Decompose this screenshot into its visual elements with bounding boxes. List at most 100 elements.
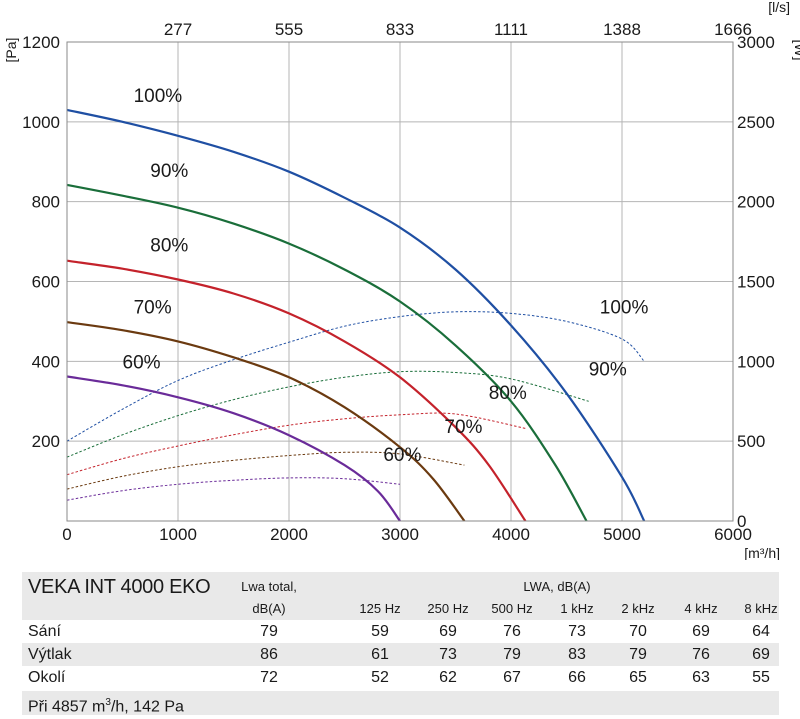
product-title: VEKA INT 4000 EKO bbox=[28, 576, 211, 598]
y2-tick-label: 2500 bbox=[737, 113, 775, 132]
pressure-curve-100pct bbox=[66, 108, 646, 522]
y2-tick-label: 2000 bbox=[737, 193, 775, 212]
band-value-cell: 64 bbox=[752, 623, 770, 640]
lwa-total-header-line1: Lwa total, bbox=[241, 579, 297, 594]
x2-tick-label: 833 bbox=[386, 20, 414, 39]
row-label: Okolí bbox=[28, 669, 66, 686]
band-value-cell: 67 bbox=[503, 669, 521, 686]
band-header: 4 kHz bbox=[684, 601, 718, 616]
band-header: 2 kHz bbox=[621, 601, 655, 616]
pressure-curve-70pct bbox=[66, 321, 466, 522]
plot-frame bbox=[66, 41, 734, 522]
x-tick-label: 1000 bbox=[159, 525, 197, 544]
row-label: Sání bbox=[28, 623, 61, 640]
band-value-cell: 79 bbox=[503, 646, 521, 663]
x-tick-label: 2000 bbox=[270, 525, 308, 544]
curve-label-100pct: 100% bbox=[134, 86, 183, 107]
curve-label-100pct: 100% bbox=[600, 297, 649, 318]
band-value-cell: 73 bbox=[568, 623, 586, 640]
x2-tick-label: 555 bbox=[275, 20, 303, 39]
curve-label-60pct: 60% bbox=[383, 445, 421, 466]
pressure-curve-60pct bbox=[66, 375, 401, 522]
curve-label-60pct: 60% bbox=[123, 353, 161, 374]
power-curve-60pct bbox=[66, 477, 401, 501]
curve-label-80pct: 80% bbox=[489, 383, 527, 404]
y-tick-label: 800 bbox=[32, 193, 60, 212]
x2-tick-label: 1111 bbox=[494, 20, 528, 39]
power-curve-70pct bbox=[66, 451, 465, 490]
band-value-cell: 69 bbox=[439, 623, 457, 640]
pressure-curve-90pct bbox=[66, 183, 588, 522]
band-value-cell: 83 bbox=[568, 646, 586, 663]
lwa-total-cell: 79 bbox=[260, 623, 278, 640]
lwa-total-cell: 72 bbox=[260, 669, 278, 686]
band-header: 125 Hz bbox=[359, 601, 401, 616]
table-header-row-2: dB(A) 125 Hz 250 Hz 500 Hz 1 kHz 2 kHz 4 kHz 8… bbox=[22, 598, 779, 620]
grid bbox=[67, 42, 733, 521]
x-axis-unit: [m³/h] bbox=[744, 545, 780, 560]
curve-labels: 100% 90% 80% 70% 60% 100% 90% 80% 70% 60% bbox=[123, 86, 649, 466]
y2-tick-label: 0 bbox=[737, 512, 746, 531]
table-row: Okolí 72 52 62 67 66 65 63 55 bbox=[22, 666, 779, 689]
lwa-total-cell: 86 bbox=[260, 646, 278, 663]
table-row: Sání 79 59 69 76 73 70 69 64 bbox=[22, 620, 779, 643]
lwa-total-header-line2: dB(A) bbox=[252, 601, 286, 616]
band-header: 250 Hz bbox=[427, 601, 469, 616]
power-curve-80pct bbox=[66, 412, 526, 476]
curve-label-70pct: 70% bbox=[444, 417, 482, 438]
band-header: 8 kHz bbox=[744, 601, 778, 616]
curve-label-90pct: 90% bbox=[150, 161, 188, 182]
band-value-cell: 79 bbox=[629, 646, 647, 663]
y2-tick-label: 1500 bbox=[737, 273, 775, 292]
pressure-curves bbox=[66, 108, 646, 522]
y-tick-label: 200 bbox=[32, 432, 60, 451]
x2-axis-unit: [l/s] bbox=[768, 0, 790, 15]
band-header: 500 Hz bbox=[491, 601, 533, 616]
band-header: 1 kHz bbox=[560, 601, 594, 616]
band-value-cell: 73 bbox=[439, 646, 457, 663]
x-tick-label: 6000 bbox=[714, 525, 752, 544]
y2-tick-label: 500 bbox=[737, 432, 765, 451]
band-value-cell: 66 bbox=[568, 669, 586, 686]
x-tick-label: 4000 bbox=[492, 525, 530, 544]
y-tick-label: 400 bbox=[32, 352, 60, 371]
band-value-cell: 63 bbox=[692, 669, 710, 686]
band-value-cell: 70 bbox=[629, 623, 647, 640]
table-footer-row: Při 4857 m3/h, 142 Pa bbox=[22, 691, 779, 715]
band-value-cell: 55 bbox=[752, 669, 770, 686]
table-header-row-1: VEKA INT 4000 EKO Lwa total, LWA, dB(A) bbox=[22, 572, 779, 598]
x-tick-label: 0 bbox=[62, 525, 71, 544]
y-tick-label: 1000 bbox=[22, 113, 60, 132]
band-value-cell: 69 bbox=[752, 646, 770, 663]
x-tick-label: 5000 bbox=[603, 525, 641, 544]
y-tick-label: 600 bbox=[32, 273, 60, 292]
band-value-cell: 61 bbox=[371, 646, 389, 663]
table-row: Výtlak 86 61 73 79 83 79 76 69 bbox=[22, 643, 779, 666]
band-value-cell: 59 bbox=[371, 623, 389, 640]
curve-label-70pct: 70% bbox=[134, 297, 172, 318]
y-axis-unit: [Pa] bbox=[3, 38, 19, 63]
band-value-cell: 52 bbox=[371, 669, 389, 686]
curve-label-90pct: 90% bbox=[589, 359, 627, 380]
band-value-cell: 62 bbox=[439, 669, 457, 686]
row-label: Výtlak bbox=[28, 646, 72, 663]
y2-axis-unit: [W] bbox=[792, 40, 800, 61]
y2-tick-label: 3000 bbox=[737, 33, 775, 52]
curve-label-80pct: 80% bbox=[150, 236, 188, 257]
band-value-cell: 69 bbox=[692, 623, 710, 640]
band-value-cell: 65 bbox=[629, 669, 647, 686]
lwa-band-header: LWA, dB(A) bbox=[523, 579, 591, 594]
noise-table: VEKA INT 4000 EKO Lwa total, LWA, dB(A) … bbox=[22, 572, 779, 715]
y-tick-label: 1200 bbox=[22, 33, 60, 52]
x2-tick-label: 1666 bbox=[714, 20, 752, 39]
x2-tick-label: 277 bbox=[164, 20, 192, 39]
pressure-curve-80pct bbox=[66, 259, 527, 522]
power-curve-100pct bbox=[66, 311, 645, 442]
y2-tick-label: 1000 bbox=[737, 352, 775, 371]
x-tick-label: 3000 bbox=[381, 525, 419, 544]
operating-point-note: Při 4857 m3/h, 142 Pa bbox=[28, 697, 184, 716]
band-value-cell: 76 bbox=[692, 646, 710, 663]
x2-tick-label: 1388 bbox=[603, 20, 641, 39]
